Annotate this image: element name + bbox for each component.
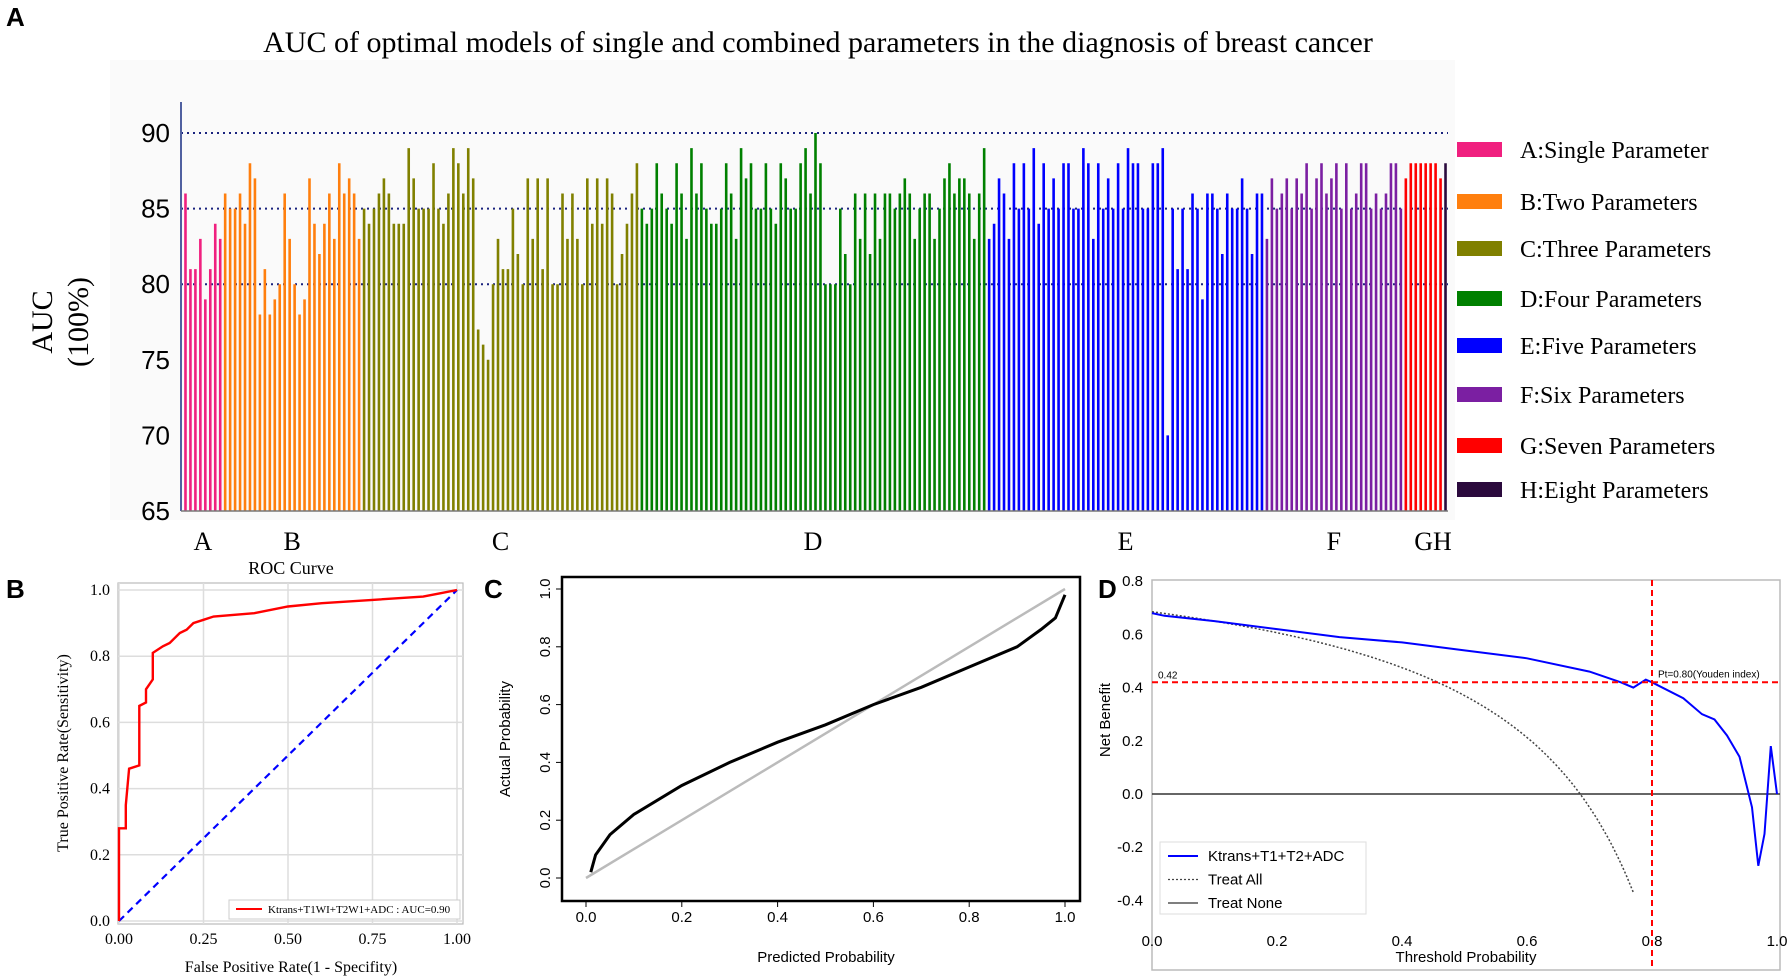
group-axis-label: B: [283, 527, 300, 556]
y-tick-label: -0.4: [1117, 892, 1143, 909]
x-tick-label: 0.8: [959, 909, 980, 926]
y-tick-label: 0.0: [90, 913, 110, 930]
group-axis-label: A: [193, 527, 212, 556]
chart-title: AUC of optimal models of single and comb…: [263, 26, 1373, 59]
x-tick-label: 1.0: [1055, 909, 1076, 926]
y-axis-label: Net Benefit: [1097, 682, 1114, 757]
panel-label-c: C: [484, 574, 503, 604]
panel-label-b: B: [6, 574, 25, 604]
x-axis-label: Predicted Probability: [757, 949, 895, 966]
y-tick-label: 0.8: [90, 648, 110, 665]
group-axis-label: F: [1327, 527, 1341, 556]
x-tick-label: 0.6: [1517, 933, 1538, 950]
x-tick-label: 0.50: [274, 931, 302, 948]
y-tick-label: 0.4: [90, 781, 110, 798]
x-tick-label: 0.4: [767, 909, 788, 926]
ideal-line: [585, 587, 1066, 880]
x-tick-label: 0.4: [1392, 933, 1413, 950]
legend-box: [1159, 841, 1367, 915]
y-tick-label: 1.0: [537, 579, 554, 600]
x-tick-label: 1.00: [443, 931, 471, 948]
group-axis-label: H: [1433, 527, 1452, 556]
calibration-curve-line: [589, 594, 1067, 873]
legend-swatch: [1457, 338, 1502, 353]
legend-label: Treat All: [1208, 872, 1262, 889]
group-axis-label: E: [1118, 527, 1134, 556]
x-tick-label: 0.00: [105, 931, 133, 948]
x-tick-label: 1.0: [1767, 933, 1788, 950]
y-tick-label: 0.8: [1122, 573, 1143, 590]
x-axis-label: Threshold Probability: [1396, 949, 1537, 966]
y-tick-label: 0.6: [90, 714, 110, 731]
panel-label-a: A: [6, 2, 25, 32]
x-tick-label: 0.0: [576, 909, 597, 926]
y-axis-label: True Positive Rate(Sensitivity): [55, 654, 72, 852]
legend-swatch: [1457, 387, 1502, 402]
chart-title: ROC Curve: [248, 558, 334, 578]
y-tick-label: 0.6: [537, 694, 554, 715]
x-axis-label: False Positive Rate(1 - Specifity): [185, 959, 397, 976]
y-tick-label: 0.8: [537, 636, 554, 657]
y-tick-label: 0.0: [1122, 786, 1143, 803]
legend-swatch: [1457, 291, 1502, 306]
legend-label: G:Seven Parameters: [1520, 434, 1715, 460]
panel-label-d: D: [1098, 574, 1117, 604]
legend-label: C:Three Parameters: [1520, 237, 1711, 263]
y-tick-label: 0.6: [1122, 626, 1143, 643]
legend-swatch: [1457, 438, 1502, 453]
y-tick-label: 90: [141, 118, 170, 148]
cutoff-threshold-annotation: Pt=0.80(Youden index): [1658, 669, 1760, 680]
legend-label: E:Five Parameters: [1520, 334, 1697, 360]
chance-line: [118, 589, 458, 922]
y-tick-label: 1.0: [90, 582, 110, 599]
panel-d-decision-curve: 0.0 0.2 0.4 0.6 0.8 1.0 -0.4 -0.2 0.0 0.2 0.4 0.6 0.…: [1097, 573, 1788, 971]
legend-label: F:Six Parameters: [1520, 383, 1685, 409]
legend-label: D:Four Parameters: [1520, 287, 1702, 313]
legend-label: H:Eight Parameters: [1520, 478, 1709, 504]
y-tick-label: 0.0: [537, 868, 554, 889]
x-tick-label: 0.2: [1267, 933, 1288, 950]
y-axis-label: AUC: [26, 290, 59, 353]
y-tick-label: 65: [141, 496, 170, 526]
legend-label: Ktrans+T1+T2+ADC: [1208, 848, 1344, 865]
panel-a-bar-chart: AUC of optimal models of single and comb…: [26, 26, 1715, 556]
legend-swatch: [1457, 241, 1502, 256]
model-net-benefit-line: [1151, 612, 1778, 866]
x-tick-label: 0.6: [863, 909, 884, 926]
legend-swatch: [1457, 194, 1502, 209]
group-axis-label: D: [804, 527, 823, 556]
legend-box: [228, 899, 461, 920]
cutoff-value-annotation: 0.42: [1158, 670, 1178, 681]
x-tick-label: 0.25: [190, 931, 218, 948]
panel-b-roc-curve: 0.00 0.25 0.50 0.75 1.00 0.0 0.2 0.4 0.6 0.8 1.0 RO…: [55, 558, 471, 976]
y-tick-label: 0.2: [1122, 733, 1143, 750]
roc-curve-line: [117, 588, 458, 921]
y-tick-label: 0.2: [90, 847, 110, 864]
y-axis-label: Actual Probability: [497, 681, 514, 797]
legend-swatch: [1457, 482, 1502, 497]
legend-label: Treat None: [1208, 895, 1282, 912]
legend-label: B:Two Parameters: [1520, 190, 1698, 216]
y-tick-label: -0.2: [1117, 839, 1143, 856]
group-axis-label: C: [492, 527, 509, 556]
legend-label: Ktrans+T1WI+T2W1+ADC : AUC=0.90: [268, 904, 451, 916]
y-tick-label: 85: [141, 194, 170, 224]
x-tick-label: 0.2: [671, 909, 692, 926]
x-tick-label: 0.75: [359, 931, 387, 948]
y-tick-label: 0.4: [537, 752, 554, 773]
x-tick-label: 0.0: [1142, 933, 1163, 950]
y-axis-label: (100%): [62, 277, 95, 367]
y-tick-label: 70: [141, 420, 170, 450]
y-tick-label: 75: [141, 345, 170, 375]
legend-label: A:Single Parameter: [1520, 138, 1709, 164]
legend-swatch: [1457, 142, 1502, 157]
y-tick-label: 80: [141, 269, 170, 299]
y-tick-label: 0.2: [537, 810, 554, 831]
group-axis-label: G: [1414, 527, 1433, 556]
panel-c-calibration-curve: 0.0 0.2 0.4 0.6 0.8 1.0 0.0 0.2 0.4 0.6 0.8 1.0 Pred…: [497, 575, 1082, 966]
y-tick-label: 0.4: [1122, 680, 1143, 697]
